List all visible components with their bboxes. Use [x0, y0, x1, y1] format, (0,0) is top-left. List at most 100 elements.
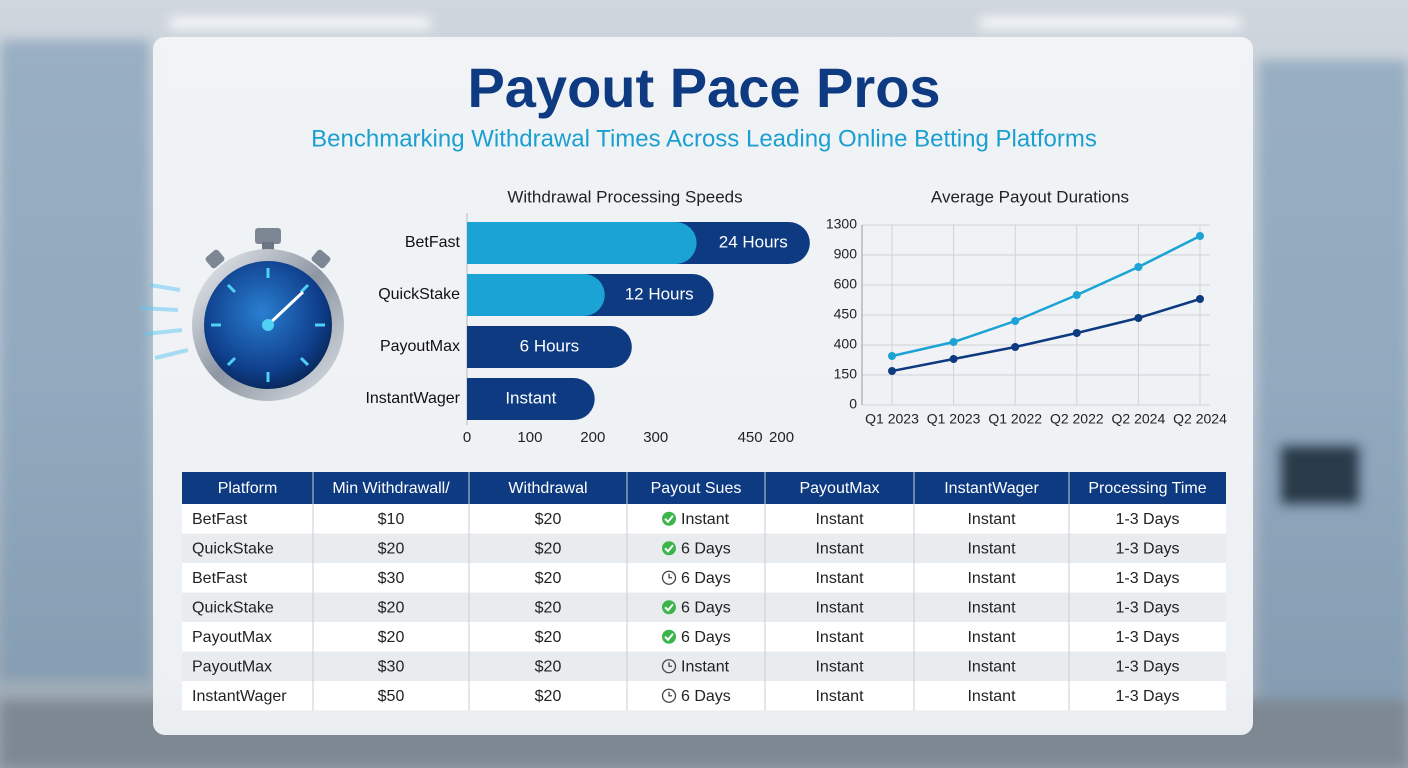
x-tick-label: Q2 2022 [1050, 411, 1104, 427]
line-point [1196, 232, 1204, 240]
y-tick-label: 0 [849, 396, 857, 412]
status-check [662, 511, 676, 526]
table-row-bg [182, 563, 1226, 593]
table-cell: $50 [378, 688, 405, 705]
status-clock-hands [668, 691, 672, 697]
table-cell: Instant [815, 688, 864, 705]
status-check [662, 541, 676, 556]
chart-title: Withdrawal Processing Speeds [507, 187, 742, 206]
title: Payout Pace Pros [467, 56, 940, 119]
subtitle: Benchmarking Withdrawal Times Across Lea… [311, 125, 1097, 152]
bar-segment [467, 326, 632, 368]
table-cell: QuickStake [192, 599, 274, 616]
x-tick-label: Q1 2022 [988, 411, 1042, 427]
x-tick-label: Q2 2024 [1173, 411, 1227, 427]
y-tick-label: 1300 [826, 216, 857, 232]
x-tick-label: Q1 2023 [927, 411, 981, 427]
table-cell: $10 [378, 511, 405, 528]
line-point [1011, 317, 1020, 325]
table-cell: 6 Days [681, 540, 731, 557]
table-header: Withdrawal [508, 480, 587, 497]
table-row-bg [182, 622, 1226, 652]
x-tick-label: 450 [738, 429, 763, 446]
table-cell: 1-3 Days [1115, 570, 1179, 587]
status-check [662, 629, 676, 644]
table-cell: $30 [378, 658, 405, 675]
line-point [1072, 329, 1081, 337]
line-point [949, 355, 958, 363]
status-check-mark [664, 544, 674, 553]
table-cell: 1-3 Days [1115, 511, 1179, 528]
table-cell: 1-3 Days [1115, 688, 1179, 705]
table-cell: 6 Days [681, 570, 731, 587]
table-cell: $20 [535, 540, 562, 557]
table-cell: Instant [967, 658, 1016, 675]
x-tick-label: 200 [769, 429, 794, 446]
table-header: PayoutMax [799, 480, 879, 497]
table-cell: Instant [967, 570, 1016, 587]
table-cell: 1-3 Days [1115, 599, 1179, 616]
table-cell: InstantWager [192, 688, 287, 705]
table-cell: Instant [681, 511, 730, 528]
table-header: Processing Time [1088, 480, 1206, 497]
line-point [949, 338, 958, 346]
table-cell: Instant [815, 629, 864, 646]
status-check-mark [664, 515, 674, 524]
bar-segment [467, 274, 605, 316]
table-row-bg [182, 651, 1226, 681]
table-cell: Instant [967, 629, 1016, 646]
table-header: InstantWager [944, 480, 1039, 497]
table-cell: 6 Days [681, 688, 731, 705]
table-header: Platform [218, 480, 278, 497]
table-header: Min Withdrawall/ [332, 480, 450, 497]
status-check [662, 600, 676, 615]
category-label: BetFast [405, 234, 461, 251]
bar-text: 24 Hours [719, 232, 788, 251]
x-tick-label: Q1 2023 [865, 411, 919, 427]
table-cell: BetFast [192, 511, 248, 528]
bar-text: 12 Hours [625, 284, 694, 303]
line-point [1072, 291, 1081, 299]
status-clock-hands [668, 573, 672, 579]
table-cell: PayoutMax [192, 658, 272, 675]
table-cell: $20 [378, 599, 405, 616]
table-cell: 1-3 Days [1115, 629, 1179, 646]
table-cell: Instant [967, 688, 1016, 705]
table-cell: Instant [967, 511, 1016, 528]
bar-text: Instant [505, 388, 556, 407]
line-point [888, 352, 896, 360]
table-cell: Instant [815, 658, 864, 675]
table-cell: 1-3 Days [1115, 540, 1179, 557]
chart-title: Average Payout Durations [931, 187, 1129, 206]
table-cell: $20 [378, 629, 405, 646]
table-cell: $20 [535, 629, 562, 646]
line-point [888, 367, 896, 375]
table-row-bg [182, 533, 1226, 563]
table-row-bg [182, 681, 1226, 711]
table-header: Payout Sues [651, 480, 742, 497]
status-clock-hands [668, 662, 672, 667]
bar-text: 6 Hours [520, 336, 580, 355]
table-cell: $20 [535, 658, 562, 675]
x-tick-label: 200 [580, 429, 605, 446]
table-cell: Instant [967, 599, 1016, 616]
y-tick-label: 400 [834, 336, 858, 352]
table-cell: Instant [815, 511, 864, 528]
stopwatch-icon [139, 228, 344, 401]
line-point [1134, 263, 1143, 271]
x-tick-label: 300 [643, 429, 668, 446]
y-tick-label: 450 [834, 306, 858, 322]
table-cell: 6 Days [681, 599, 731, 616]
table-cell: Instant [815, 599, 864, 616]
table-cell: $20 [535, 599, 562, 616]
table-cell: QuickStake [192, 540, 274, 557]
table-cell: Instant [815, 540, 864, 557]
y-tick-label: 150 [834, 366, 858, 382]
table-cell: $20 [378, 540, 405, 557]
table-header-bg [182, 472, 1226, 504]
y-tick-label: 600 [834, 276, 858, 292]
line-point [1134, 314, 1143, 322]
bar-segment [467, 378, 595, 420]
